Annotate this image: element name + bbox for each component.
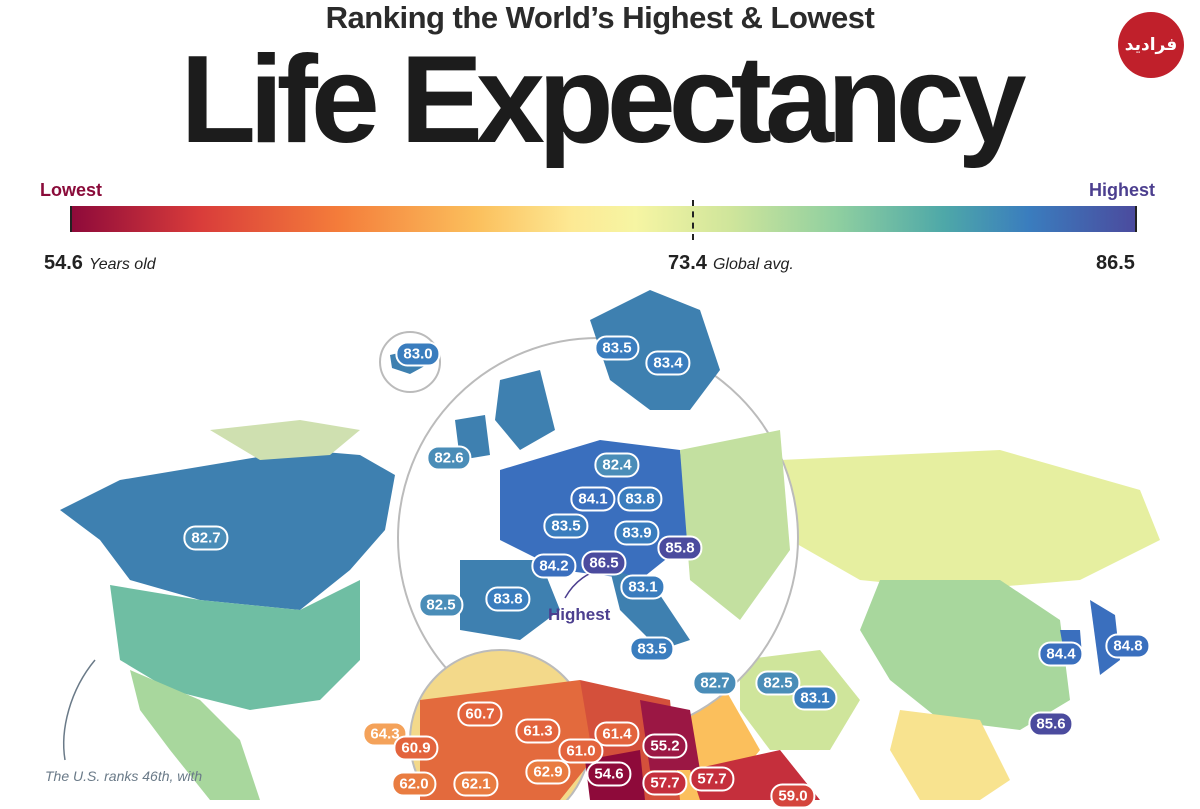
value-label-germany: 82.4 <box>594 452 640 478</box>
value-label-ireland: 82.6 <box>426 445 472 471</box>
value-label-niger: 61.3 <box>515 718 561 744</box>
value-label-switzerland: 83.8 <box>617 486 663 512</box>
scale-avg-unit: Global avg. <box>712 256 794 273</box>
region-china <box>860 580 1070 730</box>
scale-min-unit: Years old <box>88 256 156 273</box>
value-label-liechtenstein: 83.9 <box>614 520 660 546</box>
region-east-europe <box>680 430 790 620</box>
value-label-monaco: 86.5 <box>581 550 627 576</box>
value-label-burkina: 62.1 <box>453 771 499 797</box>
value-label-norway: 83.5 <box>594 335 640 361</box>
scale-max: 86.5 <box>1096 252 1135 275</box>
region-canada <box>60 450 395 610</box>
us-rank-note: The U.S. ranks 46th, with <box>45 768 203 784</box>
scale-avg: 73.4 Global avg. <box>668 252 794 275</box>
value-label-chad: 61.4 <box>594 721 640 747</box>
value-label-france: 83.5 <box>543 513 589 539</box>
legend-highest-label: Highest <box>1088 180 1155 200</box>
region-usa <box>110 580 360 710</box>
value-label-nigeria-n: 61.0 <box>558 738 604 764</box>
region-alaska-arctic <box>210 420 360 460</box>
value-label-malta: 83.5 <box>629 636 675 662</box>
value-label-sweden: 83.4 <box>645 350 691 376</box>
brand-logo: فرادید <box>1118 12 1184 78</box>
value-label-cyprus: 82.7 <box>692 670 738 696</box>
value-label-ethiopia-w: 57.7 <box>642 770 688 796</box>
scale-min-value: 54.6 <box>44 252 83 274</box>
scale-max-value: 86.5 <box>1096 252 1135 274</box>
us-note-pointer <box>63 659 96 761</box>
value-label-andorra: 84.2 <box>531 553 577 579</box>
value-label-car: 54.6 <box>586 761 632 787</box>
value-label-somalia: 59.0 <box>770 783 816 809</box>
value-label-italy: 83.1 <box>620 574 666 600</box>
value-label-israel: 82.5 <box>755 670 801 696</box>
value-label-mali: 60.7 <box>457 701 503 727</box>
color-scale-bar <box>70 206 1137 232</box>
highest-annotation: Highest <box>548 605 611 624</box>
scale-avg-value: 73.4 <box>668 252 707 274</box>
value-label-qatar: 83.1 <box>792 685 838 711</box>
value-label-guinea: 60.9 <box>393 735 439 761</box>
value-label-nigeria: 62.9 <box>525 759 571 785</box>
region-mexico <box>130 670 260 800</box>
region-scandinavia <box>590 290 720 410</box>
region-uk <box>495 370 555 450</box>
value-label-ethiopia-e: 57.7 <box>689 766 735 792</box>
region-russia <box>780 450 1160 590</box>
value-label-w-africa-1: 64.3 <box>362 721 408 747</box>
value-label-taiwan: 85.6 <box>1028 711 1074 737</box>
value-label-korea: 84.4 <box>1038 641 1084 667</box>
value-label-hongkong-like: 85.8 <box>657 535 703 561</box>
region-india-se <box>890 710 1010 800</box>
page-title: Life Expectancy <box>180 31 1026 169</box>
value-label-senegal-s: 62.0 <box>391 771 437 797</box>
value-label-portugal: 82.5 <box>418 592 464 618</box>
value-label-luxembourg: 84.1 <box>570 486 616 512</box>
value-label-canada: 82.7 <box>183 525 229 551</box>
value-label-iceland: 83.0 <box>395 341 441 367</box>
value-label-spain: 83.8 <box>485 586 531 612</box>
global-average-marker <box>692 200 694 240</box>
subtitle: Ranking the World’s Highest & Lowest <box>325 0 875 35</box>
value-label-japan: 84.8 <box>1105 633 1151 659</box>
scale-min: 54.6 Years old <box>44 252 156 275</box>
legend-lowest-label: Lowest <box>40 180 103 200</box>
value-label-sudan-s: 55.2 <box>642 733 688 759</box>
